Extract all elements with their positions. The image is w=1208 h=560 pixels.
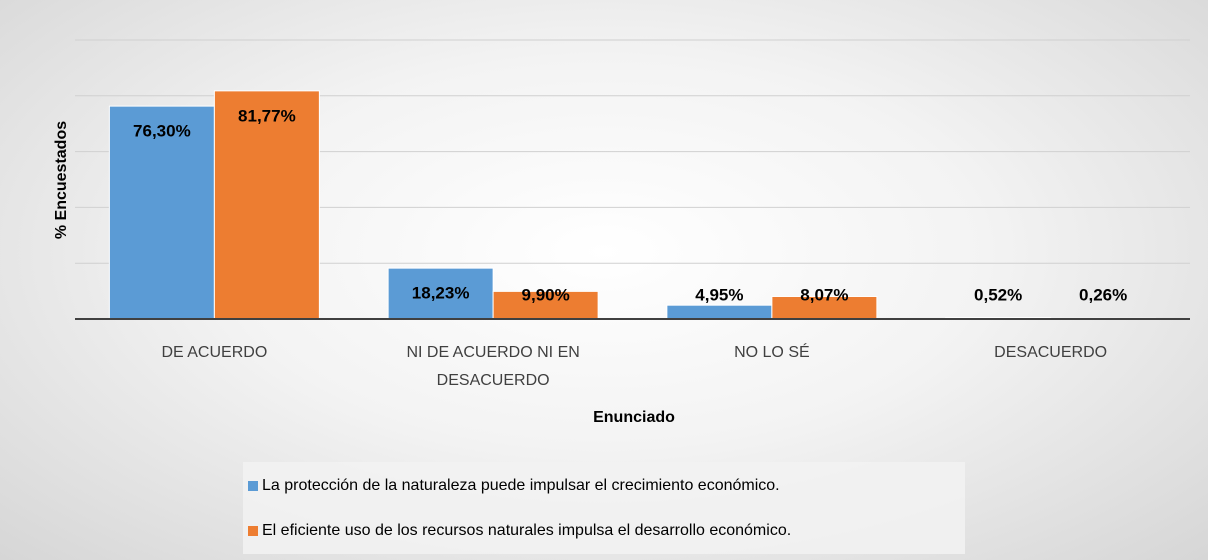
x-tick-label: DE ACUERDO	[161, 344, 268, 361]
legend-marker	[248, 526, 258, 536]
data-label: 0,52%	[974, 285, 1022, 304]
x-tick-label: NO LO SÉ	[734, 344, 810, 361]
data-label: 18,23%	[412, 284, 470, 303]
legend-label: La protección de la naturaleza puede imp…	[262, 477, 780, 494]
x-axis-title: Enunciado	[593, 409, 675, 426]
x-tick-label: NI DE ACUERDO NI EN DESACUERDO	[406, 344, 580, 389]
bar	[213, 90, 320, 320]
y-axis-title: % Encuestados	[53, 121, 70, 239]
bar	[666, 304, 773, 320]
x-tick-label: DESACUERDO	[994, 344, 1108, 361]
data-label: 0,26%	[1079, 285, 1127, 304]
data-label: 8,07%	[800, 285, 848, 304]
legend-box	[243, 462, 965, 554]
legend-marker	[248, 481, 258, 491]
data-label: 4,95%	[695, 285, 743, 304]
legend-label: El eficiente uso de los recursos natural…	[262, 522, 791, 539]
bar	[492, 290, 599, 320]
data-label: 9,90%	[522, 285, 570, 304]
data-label: 76,30%	[133, 122, 191, 141]
data-label: 81,77%	[238, 106, 296, 125]
